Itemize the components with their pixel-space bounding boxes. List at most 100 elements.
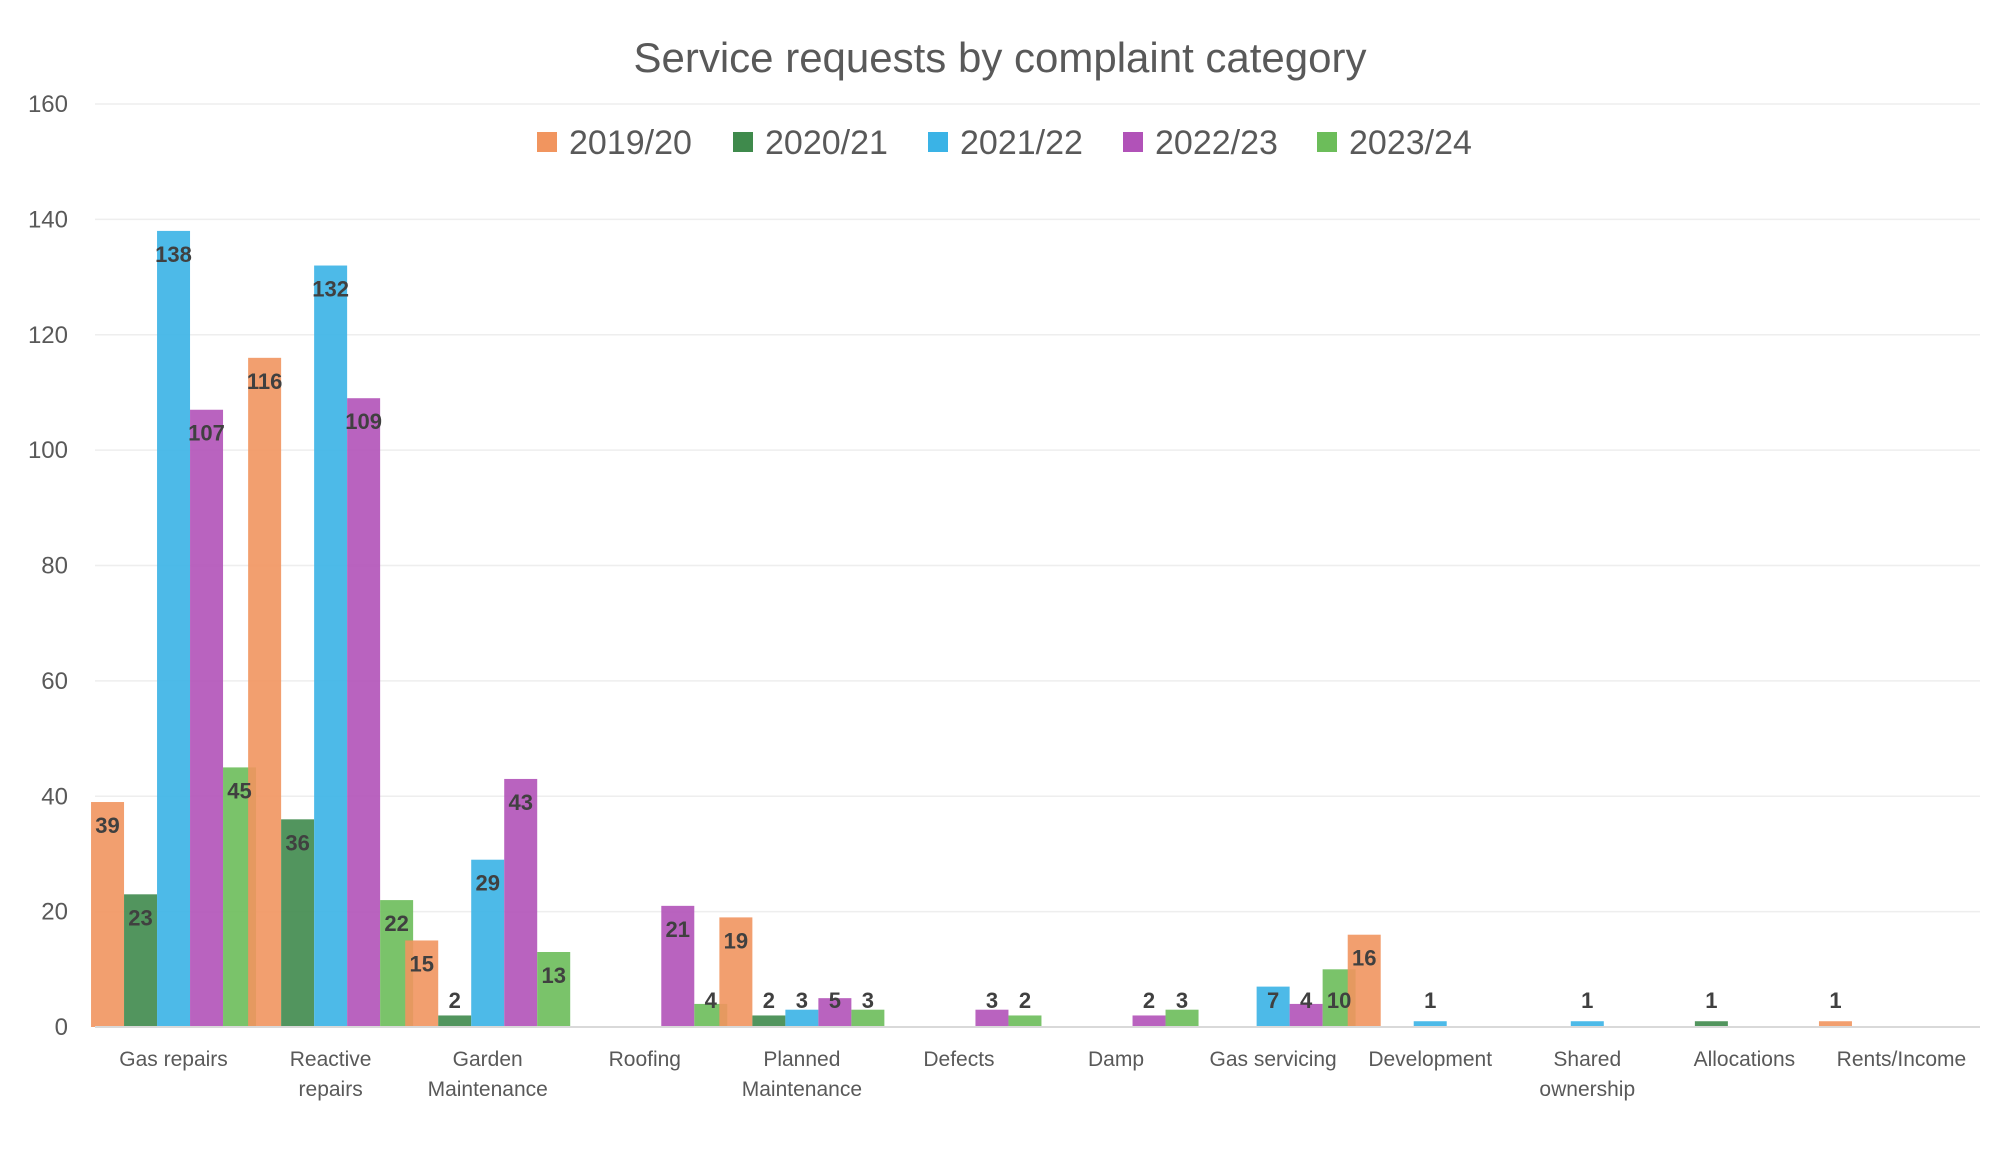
x-tick-label: Roofing [609,1048,681,1071]
legend-item: 2022/23 [1123,124,1278,162]
data-label: 4 [705,988,718,1013]
legend: 2019/20 2020/21 2021/22 2022/23 2023/24 [537,124,1472,162]
bars [91,230,1852,1028]
y-tick-label: 140 [28,206,68,233]
data-label: 3 [862,988,874,1013]
bar [1694,1021,1728,1027]
legend-item: 2019/20 [537,124,692,162]
data-label: 13 [541,963,565,988]
bar [281,819,315,1027]
x-tick-label: Gas servicing [1210,1048,1337,1071]
chart-title: Service requests by complaint category [633,34,1366,81]
bar [124,894,158,1027]
data-label: 15 [409,951,433,976]
bar [975,1009,1009,1027]
data-label: 4 [1300,988,1313,1013]
bar [1413,1021,1447,1027]
data-label: 3 [986,988,998,1013]
data-label: 43 [508,790,532,815]
data-label: 5 [829,988,841,1013]
y-tick-label: 20 [41,899,68,926]
y-tick-label: 40 [41,783,68,810]
bar [471,859,505,1027]
y-tick-label: 120 [28,322,68,349]
y-tick-label: 160 [28,91,68,118]
gridlines [95,103,1980,913]
bar [818,998,852,1027]
legend-swatch [1317,132,1337,152]
bar [1289,1003,1323,1027]
legend-label: 2023/24 [1349,124,1472,162]
bar [1132,1015,1166,1027]
legend-item: 2020/21 [733,124,888,162]
bar [537,952,571,1027]
bar [347,398,381,1027]
bar [661,905,695,1027]
bar [694,1003,728,1027]
data-label: 2 [449,988,461,1013]
bar [190,409,224,1027]
data-label: 23 [128,905,152,930]
bar [1570,1021,1604,1027]
bar [504,778,538,1027]
data-label: 22 [384,911,408,936]
bar [1347,934,1381,1027]
data-label: 19 [724,928,748,953]
x-tick-label: Damp [1088,1048,1144,1071]
data-label: 1 [1829,988,1841,1013]
x-axis-ticks: Gas repairs Reactive repairs Garden Maintena… [119,1048,1966,1101]
data-label: 29 [475,871,499,896]
legend-swatch [733,132,753,152]
x-tick-label: Rents/Income [1837,1048,1967,1071]
bar [752,1015,786,1027]
data-label: 109 [345,409,382,434]
x-tick-label: Defects [923,1048,994,1071]
y-tick-label: 60 [41,668,68,695]
x-tick-label: Reactive repairs [290,1048,372,1101]
data-label: 132 [312,277,349,302]
data-label: 3 [796,988,808,1013]
bar [91,802,125,1027]
bar [314,265,348,1027]
y-tick-label: 100 [28,437,68,464]
x-tick-label: Garden Maintenance [428,1048,548,1101]
data-label: 16 [1352,946,1376,971]
legend-item: 2023/24 [1317,124,1472,162]
legend-label: 2020/21 [765,124,888,162]
data-label: 45 [227,778,251,803]
x-tick-label: Shared ownership [1539,1048,1635,1101]
data-label: 138 [155,242,192,267]
bar [1818,1021,1852,1027]
x-tick-label: Allocations [1694,1048,1796,1071]
legend-label: 2022/23 [1155,124,1278,162]
legend-swatch [928,132,948,152]
bar [851,1009,885,1027]
data-labels: 3923138107451163613210922152294313214192… [95,242,1841,1013]
bar [1008,1015,1042,1027]
bar [785,1009,819,1027]
data-label: 107 [188,421,225,446]
legend-swatch [537,132,557,152]
legend-label: 2019/20 [569,124,692,162]
data-label: 1 [1581,988,1593,1013]
x-tick-label: Development [1368,1048,1492,1071]
y-axis-ticks: 0 20 40 60 80 100 120 140 160 [28,91,68,1041]
data-label: 36 [285,830,309,855]
data-label: 10 [1327,988,1351,1013]
legend-label: 2021/22 [960,124,1083,162]
data-label: 7 [1267,988,1279,1013]
x-tick-label: Gas repairs [119,1048,228,1071]
data-label: 2 [1019,988,1031,1013]
data-label: 1 [1705,988,1717,1013]
y-tick-label: 80 [41,553,68,580]
bar [438,1015,472,1027]
x-tick-label: Planned Maintenance [742,1048,862,1101]
data-label: 3 [1176,988,1188,1013]
data-label: 116 [247,369,283,394]
bar [1256,986,1290,1027]
legend-item: 2021/22 [928,124,1083,162]
data-label: 1 [1424,988,1436,1013]
legend-swatch [1123,132,1143,152]
